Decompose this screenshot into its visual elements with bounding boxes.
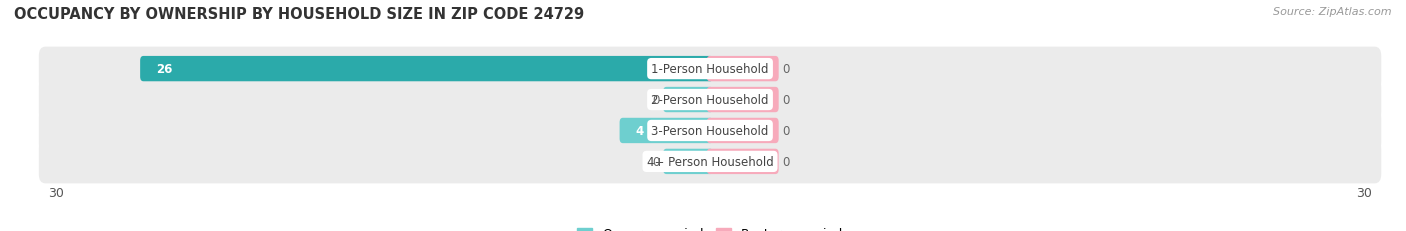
FancyBboxPatch shape [39, 109, 1381, 153]
FancyBboxPatch shape [707, 118, 779, 143]
Text: 0: 0 [652, 155, 659, 168]
FancyBboxPatch shape [664, 149, 713, 174]
FancyBboxPatch shape [620, 118, 713, 143]
Legend: Owner-occupied, Renter-occupied: Owner-occupied, Renter-occupied [572, 222, 848, 231]
Text: 0: 0 [782, 94, 789, 106]
Text: Source: ZipAtlas.com: Source: ZipAtlas.com [1274, 7, 1392, 17]
Text: 3-Person Household: 3-Person Household [651, 125, 769, 137]
Text: 0: 0 [782, 63, 789, 76]
FancyBboxPatch shape [39, 78, 1381, 122]
FancyBboxPatch shape [141, 57, 713, 82]
Text: 0: 0 [652, 94, 659, 106]
FancyBboxPatch shape [707, 88, 779, 113]
FancyBboxPatch shape [707, 149, 779, 174]
Text: 0: 0 [782, 125, 789, 137]
FancyBboxPatch shape [707, 57, 779, 82]
FancyBboxPatch shape [39, 140, 1381, 184]
Text: 4: 4 [636, 125, 644, 137]
Text: 26: 26 [156, 63, 173, 76]
Text: 2-Person Household: 2-Person Household [651, 94, 769, 106]
Text: 0: 0 [782, 155, 789, 168]
Text: OCCUPANCY BY OWNERSHIP BY HOUSEHOLD SIZE IN ZIP CODE 24729: OCCUPANCY BY OWNERSHIP BY HOUSEHOLD SIZE… [14, 7, 583, 22]
FancyBboxPatch shape [39, 47, 1381, 91]
FancyBboxPatch shape [664, 88, 713, 113]
Text: 4+ Person Household: 4+ Person Household [647, 155, 773, 168]
Text: 1-Person Household: 1-Person Household [651, 63, 769, 76]
